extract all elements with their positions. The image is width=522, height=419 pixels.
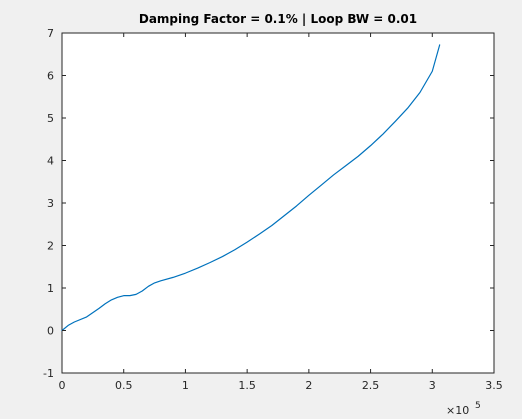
x-tick-label: 0: [59, 379, 66, 392]
y-tick-label: 4: [47, 155, 54, 168]
x-tick-label: 2.5: [362, 379, 380, 392]
series-layer: [61, 44, 441, 332]
y-axis: -1 0 1 2 3 4 5 6 7: [43, 27, 494, 380]
chart-title: Damping Factor = 0.1% | Loop BW = 0.01: [139, 12, 417, 26]
x-axis: 0 0.5 1 1.5 2 2.5 3 3.5: [59, 33, 503, 392]
y-tick-label: 6: [47, 70, 54, 83]
y-tick-label: 7: [47, 27, 54, 40]
x-tick-label: 1.5: [238, 379, 256, 392]
x-tick-label: 3.5: [485, 379, 503, 392]
y-tick-label: 5: [47, 112, 54, 125]
y-tick-label: 3: [47, 197, 54, 210]
x-exponent-power: 5: [475, 401, 481, 411]
x-tick-label: 0.5: [115, 379, 133, 392]
plot-area: [61, 32, 495, 374]
x-exponent-base: ×10: [446, 404, 469, 417]
x-tick-label: 1: [182, 379, 189, 392]
y-tick-label: 2: [47, 240, 54, 253]
y-tick-label: 0: [47, 325, 54, 338]
x-tick-label: 3: [429, 379, 436, 392]
y-tick-label: -1: [43, 367, 54, 380]
x-exponent-label: ×10 5: [446, 401, 481, 417]
y-tick-label: 1: [47, 282, 54, 295]
series-line: [61, 44, 441, 332]
x-tick-label: 2: [305, 379, 312, 392]
